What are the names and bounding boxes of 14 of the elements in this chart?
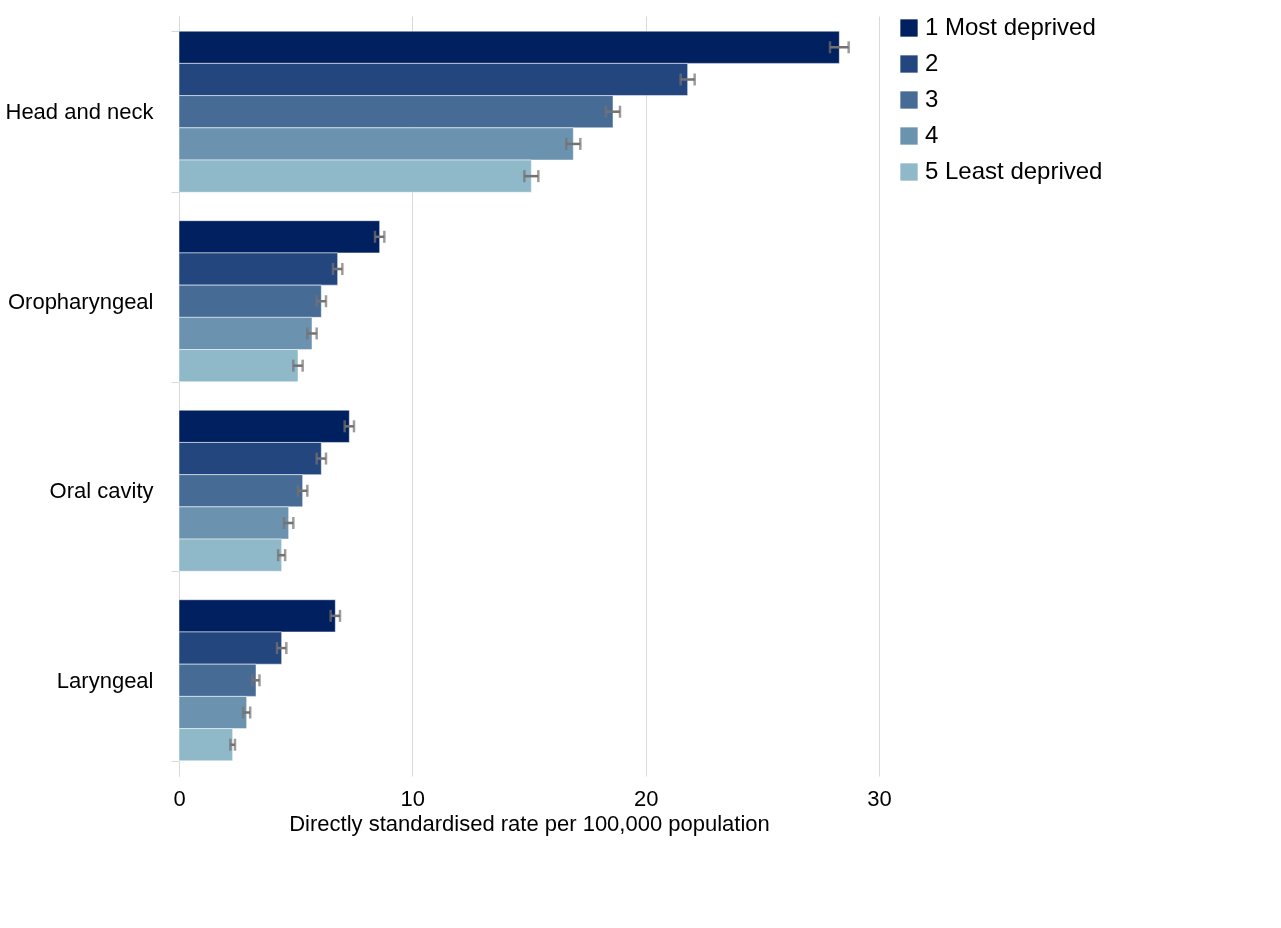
legend-label: 2 (925, 49, 939, 76)
x-tick-label: 0 (173, 785, 186, 811)
x-axis-title: Directly standardised rate per 100,000 population (289, 810, 770, 836)
y-tick-label: Oropharyngeal (7, 288, 154, 314)
x-tick-label: 10 (400, 785, 426, 811)
y-tick-label: Head and neck (5, 99, 155, 125)
y-tick-label: Laryngeal (56, 667, 154, 693)
x-tick-label: 20 (633, 785, 659, 811)
legend-label: 1 Most deprived (925, 13, 1096, 40)
legend-label: 3 (925, 85, 939, 112)
legend-label: 5 Least deprived (925, 157, 1103, 184)
y-tick-label: Oral cavity (49, 478, 154, 504)
legend-label: 4 (925, 121, 939, 148)
x-tick-label: 30 (867, 785, 892, 811)
